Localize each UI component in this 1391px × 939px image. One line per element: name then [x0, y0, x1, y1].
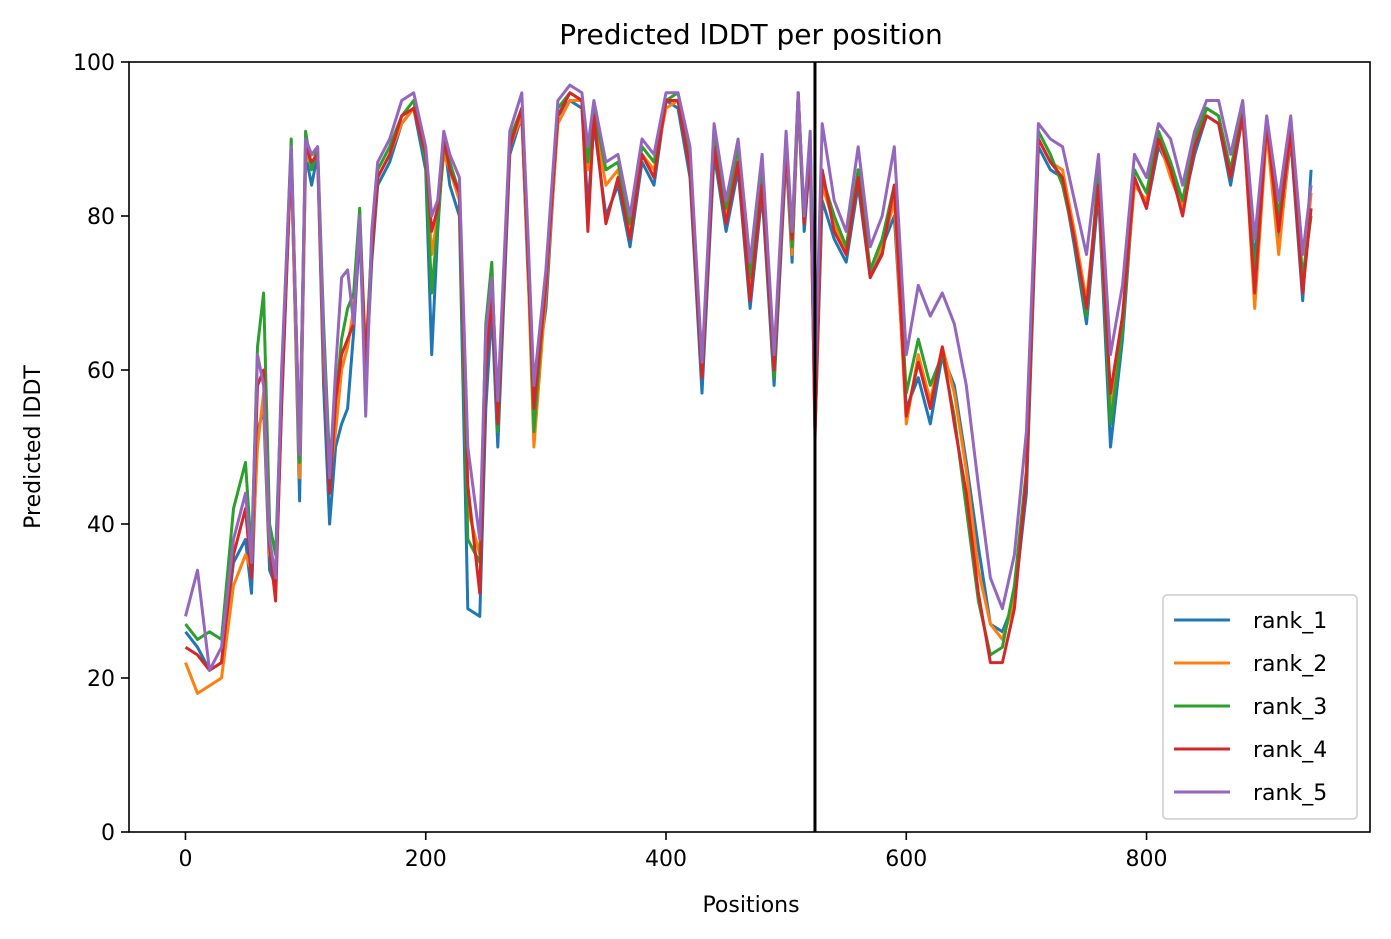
x-tick-label: 200 [405, 847, 447, 872]
legend: rank_1 rank_2 rank_3 rank_4 rank_5 [1162, 594, 1358, 820]
x-tick-label: 400 [645, 847, 687, 872]
legend-label-rank_5: rank_5 [1253, 781, 1327, 806]
legend-label-rank_4: rank_4 [1253, 738, 1327, 763]
legend-label-rank_3: rank_3 [1253, 695, 1327, 720]
y-tick-label: 80 [87, 205, 115, 230]
x-tick-label: 0 [178, 847, 192, 872]
series-layer [184, 83, 1313, 695]
chart-title: Predicted lDDT per position [559, 18, 943, 51]
plot-area [128, 61, 1371, 833]
x-axis-title: Positions [702, 893, 799, 918]
legend-label-rank_2: rank_2 [1253, 652, 1327, 677]
x-axis: 0 200 400 600 800 [178, 832, 1168, 872]
legend-label-rank_1: rank_1 [1253, 609, 1327, 634]
series-line-rank_5 [184, 83, 1313, 672]
series-line-rank_4 [184, 91, 1313, 672]
x-tick-label: 800 [1126, 847, 1168, 872]
y-tick-label: 0 [101, 821, 115, 846]
plot-frame [128, 61, 1371, 833]
y-axis-title: Predicted lDDT [21, 365, 46, 529]
x-tick-label: 600 [885, 847, 927, 872]
y-tick-label: 40 [87, 513, 115, 538]
y-tick-label: 20 [87, 667, 115, 692]
y-tick-label: 100 [73, 51, 115, 76]
legend-box [1162, 594, 1358, 820]
y-axis: 0 20 40 60 80 100 [73, 51, 129, 846]
y-tick-label: 60 [87, 359, 115, 384]
